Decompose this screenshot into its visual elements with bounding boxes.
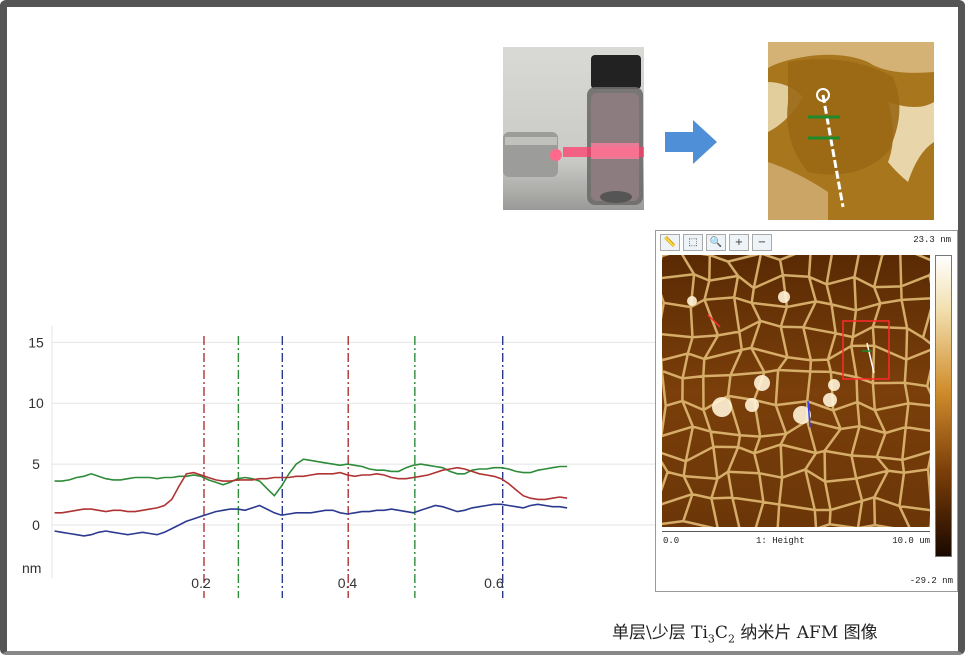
x-tick-label-2: 0.6 bbox=[484, 575, 504, 591]
caption-suffix: 纳米片 AFM 图像 bbox=[734, 623, 878, 643]
ruler-icon[interactable]: 📏 bbox=[660, 234, 680, 251]
zoom-region-box bbox=[842, 320, 890, 380]
scale-min-label: -29.2 nm bbox=[909, 576, 953, 586]
tyndall-photo-drawing bbox=[503, 55, 644, 205]
bright-particle-0 bbox=[712, 397, 732, 417]
series-layer bbox=[54, 458, 568, 537]
caption-sub-2: 2 bbox=[727, 632, 735, 646]
tyndall-photo bbox=[503, 47, 644, 210]
channel-label: 1: Height bbox=[756, 536, 805, 546]
vial-cap bbox=[591, 55, 641, 89]
profile-start-marker bbox=[816, 88, 830, 102]
x-tick-labels: 0.2 0.4 0.6 bbox=[191, 575, 504, 591]
x-tick-label-1: 0.4 bbox=[338, 575, 358, 591]
afm-toolbar: 📏 ⬚ 🔍 + − bbox=[660, 234, 772, 251]
series-line-2 bbox=[54, 503, 568, 537]
height-colorbar bbox=[935, 255, 952, 557]
profile-line bbox=[821, 94, 845, 208]
bright-particle-4 bbox=[823, 393, 837, 407]
bright-particle-6 bbox=[828, 379, 840, 391]
afm-axis-row: 0.0 1: Height 10.0 um bbox=[662, 531, 930, 556]
y-tick-label-0: 0 bbox=[32, 517, 40, 533]
afm-viewer-panel: 📏 ⬚ 🔍 + − 23.3 nm 0.0 1: H bbox=[655, 230, 958, 592]
bright-particle-2 bbox=[745, 398, 759, 412]
axis-start-label: 0.0 bbox=[663, 536, 680, 546]
caption-sub-1: 3 bbox=[707, 632, 715, 646]
laser-spot bbox=[550, 149, 562, 161]
afm-zoom-drawing bbox=[768, 42, 934, 220]
marker-lines bbox=[203, 336, 504, 598]
right-arrow-icon bbox=[665, 120, 717, 164]
x-tick-label-0: 0.2 bbox=[191, 575, 211, 591]
afm-zoom-image bbox=[768, 42, 934, 220]
flake-network bbox=[662, 255, 930, 527]
caption-mid: C bbox=[714, 623, 728, 643]
scale-max-label: 23.3 nm bbox=[913, 235, 951, 245]
caption-prefix: 单层\少层 Ti bbox=[612, 623, 708, 643]
afm-height-image[interactable] bbox=[662, 255, 930, 527]
y-tick-label-2: 10 bbox=[28, 395, 44, 411]
bright-particles bbox=[687, 291, 840, 424]
afm-height-drawing bbox=[662, 255, 930, 527]
figure-caption: 单层\少层 Ti3C2 纳米片 AFM 图像 bbox=[612, 618, 878, 645]
red-profile-marker bbox=[707, 314, 721, 328]
bright-particle-1 bbox=[754, 375, 770, 391]
bright-particle-3 bbox=[793, 406, 811, 424]
flake-boundaries bbox=[662, 255, 930, 527]
zoom-out-icon[interactable]: − bbox=[752, 234, 772, 251]
zoom-icon[interactable]: 🔍 bbox=[706, 234, 726, 251]
bright-particle-5 bbox=[778, 291, 790, 303]
y-tick-labels: 0 5 10 15 bbox=[28, 334, 44, 533]
blue-profile-marker bbox=[807, 400, 811, 428]
bright-particle-7 bbox=[687, 296, 697, 306]
zoom-in-icon[interactable]: + bbox=[729, 234, 749, 251]
y-tick-label-3: 15 bbox=[28, 334, 44, 350]
y-axis-label: nm bbox=[22, 560, 41, 576]
select-icon[interactable]: ⬚ bbox=[683, 234, 703, 251]
series-line-1 bbox=[54, 466, 568, 514]
series-line-0 bbox=[54, 458, 568, 497]
zoom-profile-line bbox=[866, 342, 875, 374]
axis-end-label: 10.0 um bbox=[892, 536, 930, 546]
grid-layer bbox=[51, 326, 655, 578]
y-tick-label-1: 5 bbox=[32, 456, 40, 472]
